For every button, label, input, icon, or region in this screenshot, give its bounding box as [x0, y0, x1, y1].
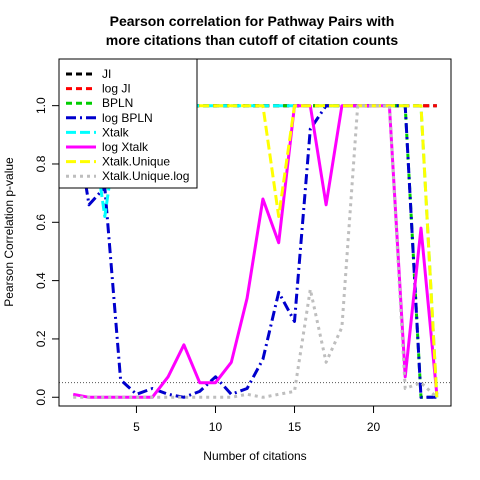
legend-label: log Xtalk — [102, 140, 149, 154]
y-tick-label: 0.0 — [34, 389, 48, 406]
y-axis-title: Pearson Correlation p-value — [2, 157, 16, 307]
legend-label: JI — [102, 67, 111, 81]
y-tick-label: 1.0 — [34, 97, 48, 114]
legend-label: Xtalk — [102, 125, 130, 139]
legend-label: Xtalk.Unique — [102, 155, 170, 169]
x-tick-label: 15 — [288, 420, 302, 434]
chart-title-line-2: more citations than cutoff of citation c… — [106, 32, 399, 48]
x-tick-label: 5 — [133, 420, 140, 434]
x-axis-title: Number of citations — [203, 449, 306, 463]
x-tick-label: 20 — [367, 420, 381, 434]
legend-box — [58, 58, 198, 189]
series-line-4 — [71, 104, 437, 399]
legend-label: Xtalk.Unique.log — [102, 169, 189, 183]
legend-label: log BPLN — [102, 111, 153, 125]
y-tick-label: 0.8 — [34, 155, 48, 172]
y-tick-label: 0.4 — [34, 272, 48, 289]
chart-title-line-1: Pearson correlation for Pathway Pairs wi… — [110, 13, 395, 29]
y-tick-label: 0.6 — [34, 214, 48, 231]
legend-label: BPLN — [102, 96, 133, 110]
series-line-8 — [73, 104, 438, 399]
legend-label: log JI — [102, 82, 131, 96]
y-tick-label: 0.2 — [34, 330, 48, 347]
x-tick-label: 10 — [209, 420, 223, 434]
